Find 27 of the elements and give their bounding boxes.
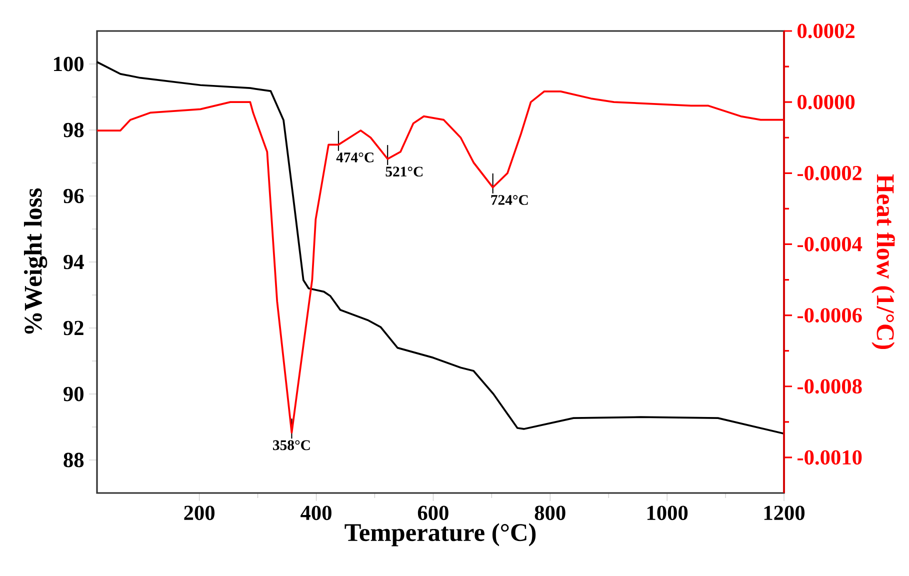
x-tick-label: 800 — [534, 506, 566, 520]
y-tick-label: 96 — [64, 188, 84, 204]
y2-axis-title: Heat flow (1/°C) — [872, 174, 895, 349]
annotation: 358°C — [273, 440, 310, 450]
x-tick-label: 1200 — [764, 506, 805, 520]
y2-tick-label: -0.0002 — [797, 166, 862, 180]
y-tick-label: 88 — [64, 452, 84, 468]
y2-tick-label: -0.0008 — [797, 379, 862, 394]
x-tick-label: 400 — [300, 506, 332, 520]
x-tick-label: 1000 — [647, 506, 688, 520]
annotation: 474°C — [336, 152, 374, 162]
x-tick-label: 600 — [418, 506, 448, 520]
y-tick-label: 92 — [64, 320, 84, 336]
y2-tick-label: -0.0010 — [797, 450, 862, 465]
y2-tick-label: -0.0004 — [797, 236, 862, 252]
y-tick-label: 94 — [64, 254, 84, 270]
y2-tick-label: 0.0002 — [798, 24, 854, 38]
x-tick-label: 200 — [184, 506, 215, 520]
y-tick-label: 98 — [64, 122, 84, 138]
annotation: 724°C — [491, 195, 528, 205]
y-tick-label: 100 — [54, 56, 84, 72]
y-tick-label: 90 — [64, 386, 84, 402]
y2-tick-label: -0.0006 — [797, 308, 862, 323]
x-axis-title: Temperature (°C) — [344, 523, 536, 546]
y2-tick-label: 0.0000 — [798, 94, 855, 110]
annotation: 521°C — [386, 166, 423, 177]
y-axis-title: %Weight loss — [24, 188, 48, 334]
